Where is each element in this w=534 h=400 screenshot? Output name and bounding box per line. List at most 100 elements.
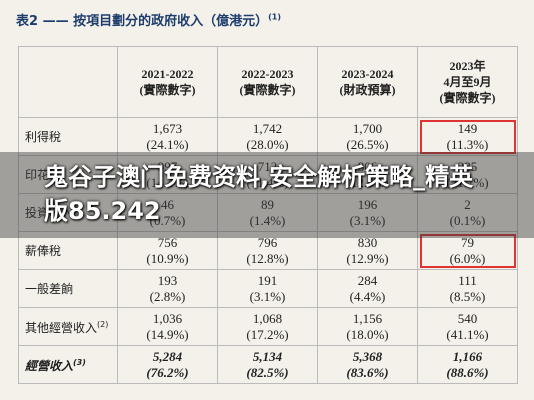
cell: 830 (12.9%) [317, 231, 418, 270]
cell-value: 149 [457, 120, 478, 136]
column-header-line: 2021-2022 [141, 67, 194, 81]
banner-text: 鬼谷子澳门免费资料,安全解析策略_精英版85.242 [44, 163, 474, 225]
row-label-text: 其他經營收入 [25, 321, 98, 335]
cell-value: 193 [157, 272, 178, 288]
cell-share: (6.0%) [449, 250, 486, 266]
column-header-line: (實際數字) [139, 83, 196, 97]
cell-value: 1,673 [152, 120, 183, 136]
cell-share: (26.5%) [346, 136, 389, 152]
column-header-line: (實際數字) [439, 91, 496, 105]
cell: 46 (0.7%) [117, 193, 218, 232]
cell-value: 196 [357, 196, 378, 212]
column-header-line: 2023年 [449, 59, 486, 73]
cell: 796 (12.8%) [217, 231, 318, 270]
cell-share: (0.1%) [449, 212, 486, 228]
row-label-note: (3) [73, 358, 86, 367]
cell-value: 191 [257, 272, 278, 288]
cell-value: 1,700 [352, 120, 383, 136]
cell: 191 (3.1%) [217, 269, 318, 308]
cell-value: 540 [457, 310, 478, 326]
cell-value: 5,134 [252, 348, 283, 364]
cell-value: 5,368 [352, 348, 383, 364]
row-label-text: 薪俸稅 [25, 243, 62, 258]
row-label: 其他經營收入(2) [18, 307, 118, 346]
cell-share: (4.4%) [349, 288, 386, 304]
column-header: 2021-2022 (實際數字) [117, 46, 218, 118]
cell: 997 (14.4%) [117, 155, 218, 194]
column-header-line: 2022-2023 [241, 67, 294, 81]
cell-share: (10.9%) [146, 250, 189, 266]
cell: 540 (41.1%) [417, 307, 518, 346]
cell: 196 (3.1%) [317, 193, 418, 232]
cell: 1,156 (18.0%) [317, 307, 418, 346]
cell: 111 (8.5%) [417, 269, 518, 308]
row: 利得稅 1,673 (24.1%) 1,742 (28.0%) 1,700 (26.5%) 1… [18, 117, 518, 156]
revenue-table: 2021-2022 (實際數字) 2022-2023 (實際數字) 2023-2024 (… [18, 46, 518, 384]
row: 一般差餉 193 (2.8%) 191 (3.1%) 284 (4.4%) 111 (8.5%) [18, 269, 518, 308]
cell-share: (3.1%) [249, 288, 286, 304]
column-header: 2023年 4月至9月 (實際數字) [417, 46, 518, 118]
cell-value: 1,156 [352, 310, 383, 326]
cell-value: 284 [357, 272, 378, 288]
overlay-banner: 鬼谷子澳门免费资料,安全解析策略_精英版85.242 [0, 152, 534, 238]
row: 其他經營收入(2) 1,036 (14.9%) 1,068 (17.2%) 1,156 (1… [18, 307, 518, 346]
cell: 149 (11.3%) [417, 117, 518, 156]
cell-value: 5,284 [152, 348, 183, 364]
title-note: (1) [268, 12, 281, 22]
cell-value: 79 [461, 234, 474, 250]
cell: 5,284 (76.2%) [117, 345, 218, 384]
row-label-text: 投資收入 [25, 205, 74, 220]
cell-share: (0.7%) [149, 212, 186, 228]
row-label-text: 印花稅 [25, 167, 62, 182]
cell-share: (11.4%) [246, 174, 289, 190]
row-label-text: 利得稅 [25, 129, 62, 144]
cell: 2 (0.1%) [417, 193, 518, 232]
cell-share: (28.0%) [246, 136, 289, 152]
cell: 1,166 (88.6%) [417, 345, 518, 384]
cell-value: 285 [457, 158, 478, 174]
cell-share: (1.4%) [249, 212, 286, 228]
cell-share: (14.9%) [146, 326, 189, 342]
cell: 1,742 (28.0%) [217, 117, 318, 156]
column-header-line: (財政預算) [339, 83, 396, 97]
cell-share: (8.5%) [449, 288, 486, 304]
cell-value: 1,742 [252, 120, 283, 136]
row-label-text: 經營收入 [25, 359, 74, 373]
cell-share: (83.6%) [346, 364, 389, 380]
cell-value: 1,036 [152, 310, 183, 326]
row-label: 經營收入(3) [18, 345, 118, 384]
corner [18, 46, 118, 118]
column-header-line: 2023-2024 [341, 67, 394, 81]
cell-share: (41.1%) [446, 326, 489, 342]
column-header: 2022-2023 (實際數字) [217, 46, 318, 118]
cell: 284 (4.4%) [317, 269, 418, 308]
column-header-line: 4月至9月 [443, 75, 492, 89]
cell: 1,700 (26.5%) [317, 117, 418, 156]
cell: 1,036 (14.9%) [117, 307, 218, 346]
cell-share: (24.1%) [146, 136, 189, 152]
row: 薪俸稅 756 (10.9%) 796 (12.8%) 830 (12.9%) 79 (6.0%… [18, 231, 518, 270]
cell-share: (12.6%) [346, 174, 389, 190]
cell-value: 46 [161, 196, 174, 212]
cell-value: 796 [257, 234, 278, 250]
row-label-text: 一般差餉 [25, 281, 74, 296]
cell-share: (21.7%) [446, 174, 489, 190]
row-label-note: (2) [97, 320, 109, 329]
cell: 1,673 (24.1%) [117, 117, 218, 156]
cell-share: (12.9%) [346, 250, 389, 266]
cell: 1,068 (17.2%) [217, 307, 318, 346]
cell-share: (12.8%) [246, 250, 289, 266]
column-header: 2023-2024 (財政預算) [317, 46, 418, 118]
title: 表2 —— 按項目劃分的政府收入（億港元）(1) [16, 10, 281, 29]
cell-share: (76.2%) [146, 364, 189, 380]
cell-share: (88.6%) [446, 364, 489, 380]
cell-value: 806 [357, 158, 378, 174]
row-label: 利得稅 [18, 117, 118, 156]
cell-value: 997 [157, 158, 178, 174]
row: 經營收入(3) 5,284 (76.2%) 5,134 (82.5%) 5,368 (83.… [18, 345, 518, 384]
cell: 756 (10.9%) [117, 231, 218, 270]
row-label: 印花稅 [18, 155, 118, 194]
cell-share: (3.1%) [349, 212, 386, 228]
header-row: 2021-2022 (實際數字) 2022-2023 (實際數字) 2023-2024 (… [18, 46, 518, 118]
